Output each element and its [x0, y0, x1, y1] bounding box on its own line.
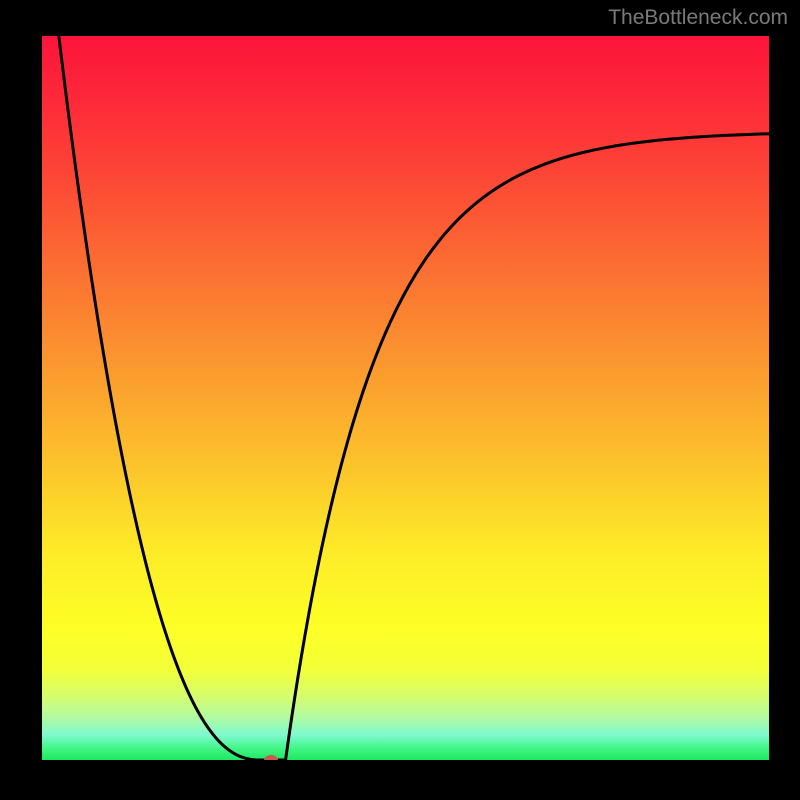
plot-area [42, 36, 769, 760]
gradient-background [42, 36, 769, 760]
plot-svg [42, 36, 769, 760]
watermark-text: TheBottleneck.com [608, 6, 788, 30]
